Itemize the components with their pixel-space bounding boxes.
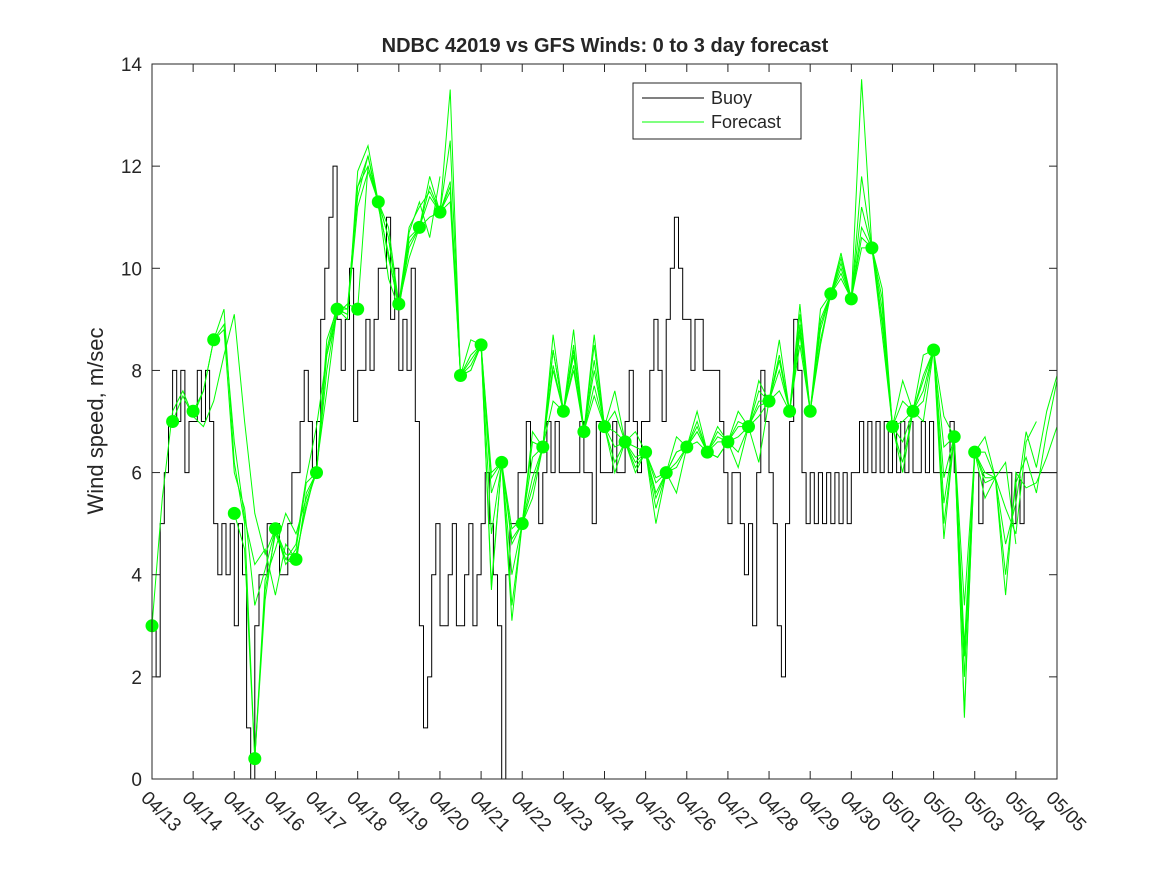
y-tick-label: 4: [131, 566, 142, 587]
forecast-marker: [515, 517, 529, 531]
y-tick-label: 0: [131, 770, 142, 791]
legend: Buoy Forecast: [632, 82, 802, 140]
forecast-run-line-39: [953, 380, 1058, 606]
forecast-marker: [783, 404, 797, 418]
y-axis: 0 2 4 6 8 10 12 14: [121, 55, 1057, 791]
forecast-marker: [680, 440, 694, 454]
forecast-marker: [906, 404, 920, 418]
y-axis-label: Wind speed, m/sec: [83, 327, 108, 514]
forecast-marker: [618, 435, 632, 449]
forecast-marker: [371, 195, 385, 209]
y-tick-label: 6: [131, 464, 142, 485]
forecast-marker: [659, 466, 673, 480]
y-tick-label: 8: [131, 361, 142, 382]
forecast-marker: [865, 241, 879, 255]
forecast-marker: [742, 420, 755, 434]
forecast-marker: [598, 420, 611, 434]
forecast-marker: [310, 466, 323, 480]
forecast-marker: [927, 343, 941, 357]
forecast-marker: [803, 404, 817, 418]
forecast-marker: [248, 752, 262, 766]
forecast-marker: [454, 369, 467, 382]
forecast-marker: [968, 445, 982, 459]
forecast-marker: [330, 302, 344, 316]
forecast-marker: [268, 522, 282, 536]
legend-box: [632, 82, 802, 140]
forecast-marker: [433, 205, 447, 219]
forecast-markers: [145, 195, 982, 766]
y-tick-label: 12: [121, 157, 142, 178]
forecast-marker: [227, 506, 241, 520]
forecast-marker: [207, 333, 221, 347]
forecast-marker: [824, 287, 838, 301]
forecast-marker: [886, 420, 899, 434]
forecast-marker: [392, 297, 406, 311]
y-tick-label: 10: [121, 259, 142, 280]
forecast-marker: [721, 435, 735, 449]
forecast-marker: [474, 338, 488, 352]
forecast-run-line-0: [151, 314, 276, 626]
forecast-marker: [351, 302, 365, 316]
forecast-marker: [186, 404, 200, 418]
y-tick-label: 14: [121, 55, 143, 76]
forecast-marker: [762, 394, 776, 408]
forecast-run-line-40: [974, 426, 1058, 596]
buoy-series: [152, 165, 1057, 780]
forecast-marker: [166, 415, 180, 428]
forecast-marker: [639, 445, 653, 459]
forecast-marker: [495, 455, 509, 469]
legend-label-buoy: Buoy: [711, 88, 752, 108]
legend-label-forecast: Forecast: [711, 112, 781, 132]
forecast-marker: [700, 445, 714, 459]
chart-title: NDBC 42019 vs GFS Winds: 0 to 3 day fore…: [382, 35, 829, 57]
forecast-marker: [536, 440, 550, 454]
y-tick-label: 2: [131, 668, 142, 689]
forecast-marker: [289, 552, 303, 566]
forecast-marker: [844, 292, 858, 306]
forecast-marker: [412, 220, 426, 234]
forecast-marker: [556, 404, 570, 418]
forecast-marker: [577, 425, 591, 439]
forecast-marker: [947, 430, 961, 444]
buoy-line: [152, 165, 1057, 780]
